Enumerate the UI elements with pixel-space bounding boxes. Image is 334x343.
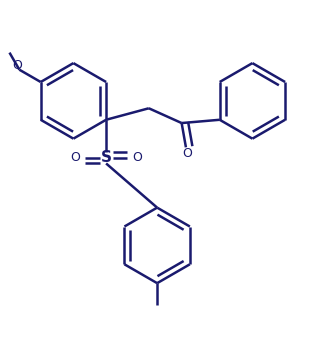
Text: O: O — [12, 59, 22, 72]
Text: O: O — [70, 151, 80, 164]
Text: O: O — [182, 147, 192, 160]
Text: O: O — [132, 151, 142, 164]
Text: S: S — [101, 150, 112, 165]
